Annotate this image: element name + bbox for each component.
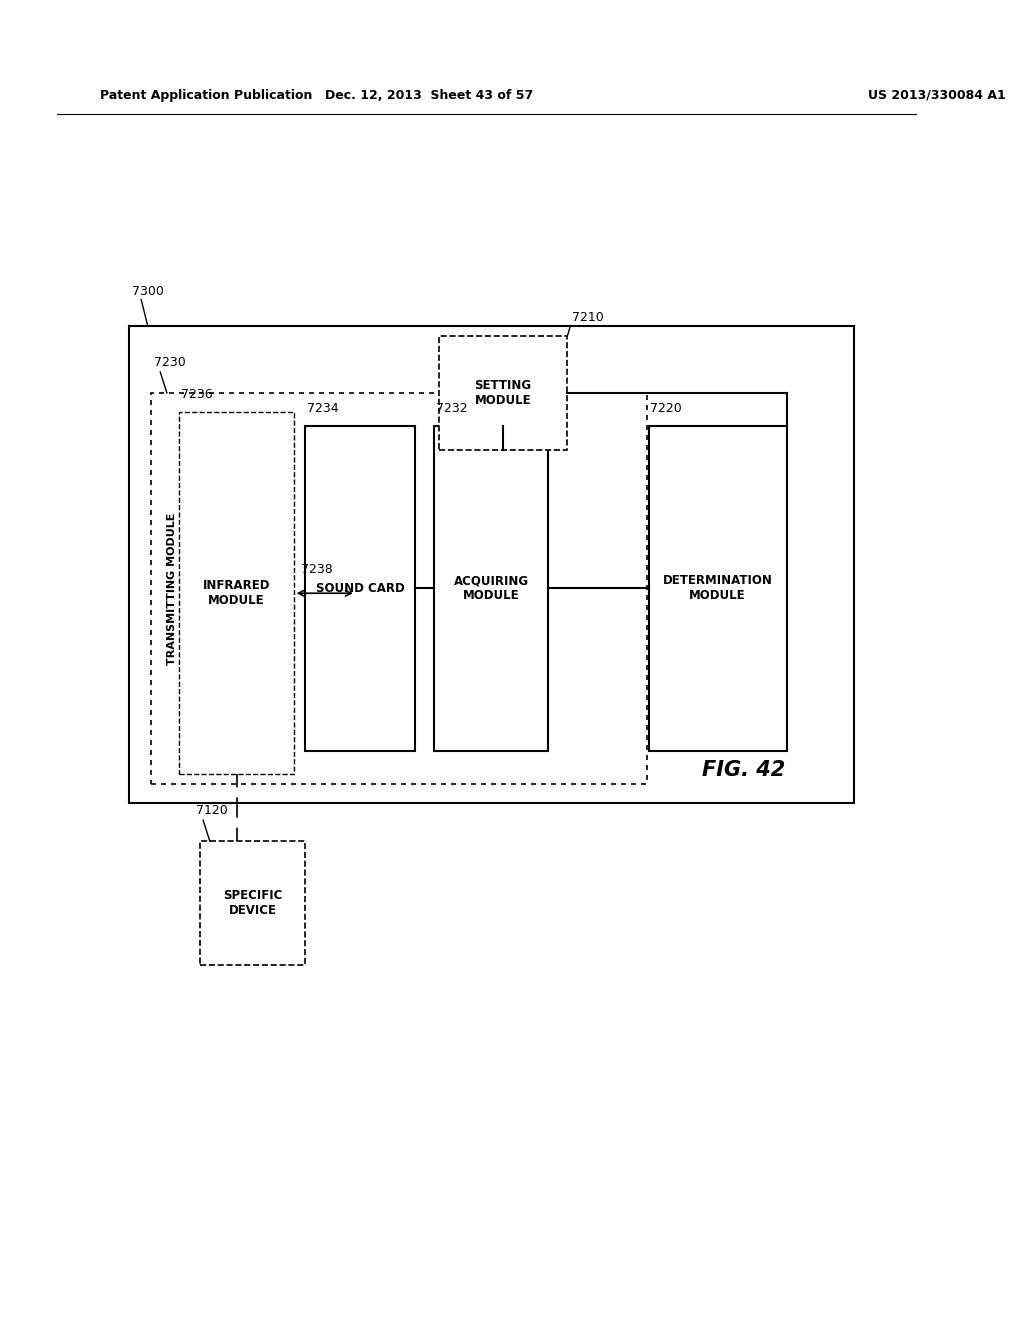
Bar [648,426,786,751]
Text: Dec. 12, 2013  Sheet 43 of 57: Dec. 12, 2013 Sheet 43 of 57 [325,88,534,102]
Text: SETTING
MODULE: SETTING MODULE [474,379,531,407]
Text: TRANSMITTING MODULE: TRANSMITTING MODULE [167,512,177,665]
Text: 7300: 7300 [132,285,164,297]
Text: 7236: 7236 [181,388,213,400]
Text: US 2013/330084 A1: US 2013/330084 A1 [868,88,1006,102]
Text: 7230: 7230 [154,356,185,370]
Text: 7238: 7238 [301,564,333,576]
Bar [179,412,294,775]
Text: 7232: 7232 [436,401,468,414]
Bar [129,326,854,803]
Text: 7120: 7120 [196,804,227,817]
Text: DETERMINATION
MODULE: DETERMINATION MODULE [663,574,772,602]
Text: Patent Application Publication: Patent Application Publication [100,88,312,102]
Text: 7220: 7220 [650,401,682,414]
Text: SPECIFIC
DEVICE: SPECIFIC DEVICE [223,890,283,917]
Text: 7234: 7234 [307,401,339,414]
Bar [201,841,305,965]
Bar [151,393,646,784]
Text: 7210: 7210 [572,312,604,325]
Text: FIG. 42: FIG. 42 [702,760,785,780]
Text: ACQUIRING
MODULE: ACQUIRING MODULE [454,574,528,602]
Text: SOUND CARD: SOUND CARD [315,582,404,595]
Text: INFRARED
MODULE: INFRARED MODULE [203,579,270,607]
Bar [305,426,415,751]
Bar [434,426,549,751]
Bar [438,335,567,450]
